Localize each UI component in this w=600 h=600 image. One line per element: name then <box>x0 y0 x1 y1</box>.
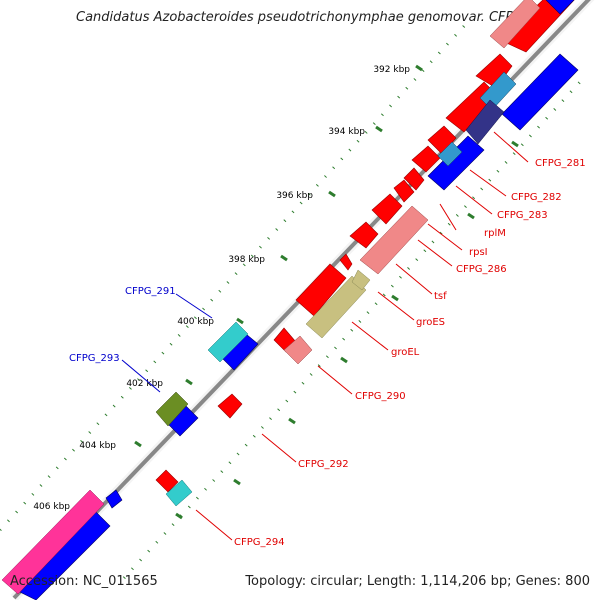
gene-label[interactable]: CFPG_286 <box>456 264 507 275</box>
gene-label[interactable]: rplM <box>484 228 506 239</box>
gene-feature[interactable] <box>305 275 367 339</box>
scale-label: 392 kbp <box>373 65 410 75</box>
tick-mark <box>375 125 383 133</box>
tick-mark <box>175 512 183 520</box>
gene-label[interactable]: CFPG_291 <box>125 286 176 297</box>
gene-label[interactable]: CFPG_282 <box>511 192 562 203</box>
gene-feature[interactable] <box>105 489 123 509</box>
gene-feature[interactable] <box>545 0 582 15</box>
tick-mark <box>134 440 142 448</box>
tick-mark <box>236 317 244 325</box>
tick-mark <box>185 378 193 386</box>
scale-label: 396 kbp <box>276 191 313 201</box>
gene-feature[interactable] <box>501 53 579 131</box>
gene-label[interactable]: tsf <box>434 291 447 302</box>
leader-line <box>175 293 213 319</box>
gene-label[interactable]: CFPG_281 <box>535 158 586 169</box>
outer-tick-ring <box>0 22 468 532</box>
gene-feature[interactable] <box>475 53 513 89</box>
tick-mark <box>328 190 336 198</box>
gene-feature[interactable] <box>155 391 189 427</box>
leader-line <box>195 509 233 541</box>
map-title: Candidatus Azobacteroides pseudotrichony… <box>76 10 524 25</box>
gene-label[interactable]: CFPG_292 <box>298 459 349 470</box>
scale-label: 404 kbp <box>79 441 116 451</box>
scale-label: 402 kbp <box>126 379 163 389</box>
tick-mark <box>280 254 288 262</box>
leader-line <box>261 433 297 463</box>
genome-summary: Topology: circular; Length: 1,114,206 bp… <box>245 574 590 589</box>
gene-feature[interactable] <box>465 99 505 145</box>
gene-feature[interactable] <box>165 479 193 507</box>
tick-mark <box>511 140 519 148</box>
gene-feature[interactable] <box>437 141 463 167</box>
gene-feature[interactable] <box>155 469 179 493</box>
tick-mark <box>340 356 348 364</box>
gene-label[interactable]: rpsI <box>469 247 488 258</box>
gene-feature[interactable] <box>349 221 379 249</box>
leader-line <box>395 263 433 295</box>
accession-label: Accession: NC_011565 <box>10 574 158 589</box>
gene-feature[interactable] <box>283 335 313 365</box>
tick-mark <box>288 417 296 425</box>
leader-line <box>351 321 389 351</box>
gene-feature[interactable] <box>351 269 371 291</box>
gene-label[interactable]: groES <box>416 317 445 328</box>
gene-feature[interactable] <box>359 205 429 275</box>
gene-feature[interactable] <box>1 489 105 595</box>
leader-line <box>427 223 463 251</box>
tick-mark <box>415 64 423 72</box>
gene-feature[interactable] <box>371 193 403 225</box>
leader-line <box>121 359 161 393</box>
gene-label[interactable]: CFPG_290 <box>355 391 406 402</box>
gene-label[interactable]: CFPG_283 <box>497 210 548 221</box>
scale-label: 398 kbp <box>228 255 265 265</box>
scale-label: 394 kbp <box>328 127 365 137</box>
leader-line <box>469 169 507 197</box>
gene-feature[interactable] <box>339 253 353 271</box>
gene-label[interactable]: CFPG_293 <box>69 353 120 364</box>
scale-label: 406 kbp <box>33 502 70 512</box>
gene-feature[interactable] <box>295 263 347 317</box>
gene-feature[interactable] <box>499 0 576 53</box>
leader-line <box>377 291 415 321</box>
gene-feature[interactable] <box>393 179 415 203</box>
tick-mark <box>391 294 399 302</box>
gene-feature[interactable] <box>217 393 243 419</box>
gene-label[interactable]: groEL <box>391 347 420 358</box>
leader-line <box>439 203 457 231</box>
gene-feature[interactable] <box>207 321 249 363</box>
gene-feature[interactable] <box>489 0 541 49</box>
inner-tick-ring <box>122 80 582 580</box>
scale-label: 400 kbp <box>177 317 214 327</box>
leader-line <box>455 185 493 215</box>
gene-label[interactable]: CFPG_294 <box>234 537 285 548</box>
gene-feature[interactable] <box>427 125 457 155</box>
gene-feature[interactable] <box>403 167 425 191</box>
tick-mark <box>467 212 475 220</box>
leader-line <box>493 131 529 163</box>
tick-mark <box>233 478 241 486</box>
leader-line <box>317 365 353 395</box>
leader-line <box>417 239 453 267</box>
